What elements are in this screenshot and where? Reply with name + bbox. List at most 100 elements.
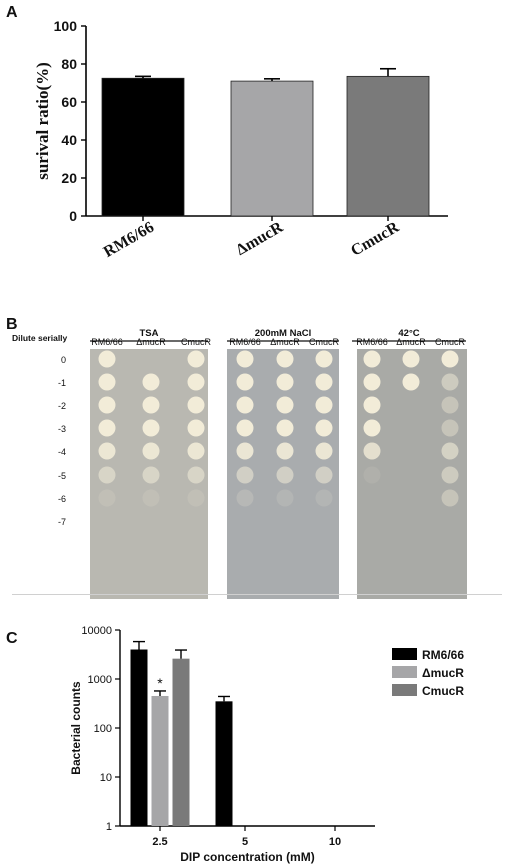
colony-spot — [441, 489, 459, 507]
y-tick-label: 60 — [61, 94, 77, 110]
dilution-label: -4 — [58, 447, 66, 457]
y-tick-label: 40 — [61, 132, 77, 148]
x-axis-title: DIP concentration (mM) — [180, 850, 314, 864]
colony-spot — [187, 466, 205, 484]
strain-label: CmucR — [309, 337, 340, 347]
strain-label: RM6/66 — [91, 337, 123, 347]
colony-spot — [187, 442, 205, 460]
colony-spot — [98, 419, 116, 437]
colony-spot — [276, 373, 294, 391]
strain-label: ΔmucR — [136, 337, 166, 347]
y-tick-label: 80 — [61, 56, 77, 72]
x-tick-label: 5 — [242, 836, 248, 848]
legend-label: RM6/66 — [422, 648, 464, 662]
colony-spot — [98, 350, 116, 368]
colony-spot — [142, 396, 160, 414]
strain-label: ΔmucR — [396, 337, 426, 347]
plate-group-title: 42°C — [398, 328, 419, 339]
y-tick-label: 100 — [54, 18, 78, 34]
colony-spot — [187, 396, 205, 414]
colony-spot — [363, 350, 381, 368]
spot-plate-assay: Dilute serially 0 -1 -2 -3 -4 -5 -6 -7 TSA RM6/66 Δ… — [12, 328, 467, 599]
colony-spot — [441, 419, 459, 437]
significance-asterisk: * — [157, 675, 163, 691]
dilution-label: -3 — [58, 424, 66, 434]
legend-swatch — [392, 648, 417, 660]
y-tick-label: 20 — [61, 170, 77, 186]
dilution-label: -2 — [58, 401, 66, 411]
colony-spot — [142, 489, 160, 507]
colony-spot — [315, 442, 333, 460]
colony-spot — [276, 489, 294, 507]
dilution-label: -1 — [58, 378, 66, 388]
survival-ratio-chart: 0 20 40 60 80 100 RM6/66 ΔmucR CmucR surival rati… — [33, 18, 448, 261]
colony-spot — [363, 419, 381, 437]
dilution-label: -6 — [58, 494, 66, 504]
colony-spot — [315, 489, 333, 507]
colony-spot — [363, 396, 381, 414]
colony-spot — [236, 466, 254, 484]
colony-spot — [98, 466, 116, 484]
colony-spot — [315, 350, 333, 368]
bar-1 — [230, 80, 314, 217]
x-tick-label: RM6/66 — [101, 219, 157, 261]
colony-spot — [402, 350, 420, 368]
bar-2 — [346, 75, 430, 217]
colony-spot — [98, 442, 116, 460]
legend-label: CmucR — [422, 684, 464, 698]
y-tick-label: 1 — [106, 821, 112, 833]
bar-2-0 — [172, 658, 190, 826]
colony-spot — [98, 373, 116, 391]
strain-label: RM6/66 — [229, 337, 261, 347]
plate-group-title: TSA — [140, 328, 159, 339]
y-tick-label: 10000 — [81, 625, 112, 637]
colony-spot — [315, 466, 333, 484]
y-tick-label: 10 — [100, 772, 112, 784]
bar-0 — [101, 77, 185, 217]
colony-spot — [276, 350, 294, 368]
legend-swatch — [392, 684, 417, 696]
x-tick-label: 10 — [329, 836, 341, 848]
plate-group-title: 200mM NaCl — [255, 328, 312, 339]
colony-spot — [98, 396, 116, 414]
colony-spot — [142, 442, 160, 460]
strain-label: CmucR — [435, 337, 466, 347]
panel-divider — [12, 594, 502, 595]
x-tick-label: ΔmucR — [233, 219, 286, 259]
strain-label: CmucR — [181, 337, 212, 347]
colony-spot — [276, 442, 294, 460]
colony-spot — [236, 419, 254, 437]
y-axis-title: Bacterial counts — [69, 681, 83, 775]
colony-spot — [441, 373, 459, 391]
colony-spot — [142, 466, 160, 484]
colony-spot — [441, 396, 459, 414]
dilution-label: -5 — [58, 471, 66, 481]
colony-spot — [276, 396, 294, 414]
colony-spot — [363, 373, 381, 391]
strain-label: RM6/66 — [356, 337, 388, 347]
colony-spot — [187, 373, 205, 391]
bar-0-0 — [130, 649, 148, 826]
colony-spot — [276, 419, 294, 437]
bar-1-0 — [151, 695, 169, 826]
x-tick-label: CmucR — [348, 219, 402, 260]
colony-spot — [441, 350, 459, 368]
colony-spot — [315, 419, 333, 437]
bar-0-1 — [215, 701, 233, 826]
colony-spot — [142, 373, 160, 391]
colony-spot — [441, 466, 459, 484]
dilution-label: 0 — [61, 355, 66, 365]
colony-spot — [236, 442, 254, 460]
row-header: Dilute serially — [12, 333, 68, 343]
legend-label: ΔmucR — [422, 666, 464, 680]
colony-spot — [315, 373, 333, 391]
colony-spot — [98, 489, 116, 507]
colony-spot — [187, 419, 205, 437]
y-tick-label: 0 — [69, 208, 77, 224]
strain-label: ΔmucR — [270, 337, 300, 347]
colony-spot — [236, 350, 254, 368]
colony-spot — [363, 442, 381, 460]
colony-spot — [363, 466, 381, 484]
x-tick-label: 2.5 — [152, 836, 167, 848]
colony-spot — [315, 396, 333, 414]
